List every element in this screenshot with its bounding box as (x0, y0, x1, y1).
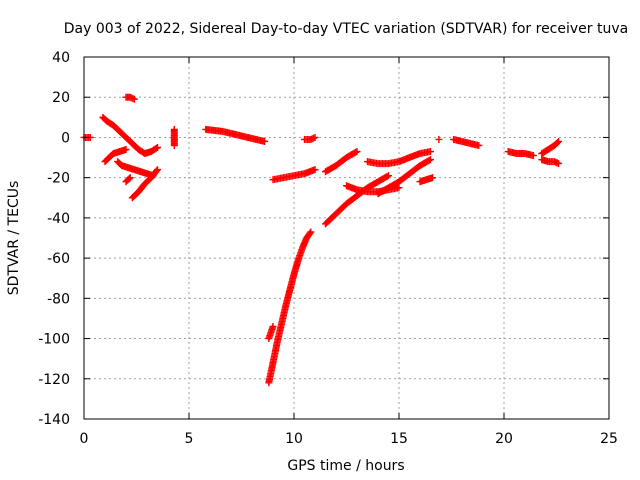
series-arc-18 (374, 156, 434, 198)
series-arc-20 (435, 135, 443, 143)
data-point (130, 95, 138, 103)
x-axis-label: GPS time / hours (287, 458, 404, 474)
data-point (170, 141, 178, 149)
series-arc-23 (538, 137, 563, 158)
data-point (555, 160, 563, 168)
data-point (385, 172, 392, 180)
y-tick-label: 0 (61, 130, 70, 146)
series-arc-06 (128, 166, 161, 202)
data-point (529, 152, 537, 160)
axis-ticks: 0 5 10 15 20 25 40 20 0 -20 -40 -60 -80 -100 -120 -140 (38, 50, 618, 447)
series-arc-12 (269, 166, 319, 184)
x-tick-label: 5 (185, 431, 194, 447)
series-arc-04 (122, 93, 138, 103)
series-arc-08 (170, 125, 178, 149)
data-point (352, 148, 360, 156)
x-tick-label: 20 (495, 431, 513, 447)
data-point (383, 172, 391, 180)
data-point (429, 174, 437, 182)
series-arc-13 (301, 133, 319, 143)
data-point (122, 146, 130, 154)
data-point (353, 148, 361, 156)
series-arc-22 (504, 148, 537, 160)
series-arc-17 (364, 148, 434, 168)
grid (84, 57, 609, 419)
y-tick-label: 40 (52, 50, 70, 66)
chart-title: Day 003 of 2022, Sidereal Day-to-day VTE… (64, 21, 628, 37)
data-point (435, 135, 443, 143)
data-point (153, 167, 161, 175)
y-tick-label: -40 (47, 211, 70, 227)
y-tick-label: -80 (47, 291, 70, 307)
series-arc-14 (322, 172, 392, 228)
data-point (261, 137, 269, 145)
series-arc-21 (450, 135, 483, 149)
y-axis-label: SDTVAR / TECUs (6, 181, 22, 296)
data-point (311, 166, 319, 174)
x-tick-label: 25 (600, 431, 618, 447)
data-point (425, 156, 433, 164)
y-tick-label: -120 (38, 372, 70, 388)
data-point (395, 184, 403, 192)
y-tick-label: -140 (38, 412, 70, 428)
data-point (154, 144, 161, 151)
x-tick-label: 0 (80, 431, 89, 447)
y-tick-label: -60 (47, 251, 70, 267)
series-arc-10 (265, 228, 315, 387)
x-tick-label: 15 (390, 431, 408, 447)
y-tick-label: 20 (52, 90, 70, 106)
series-arc-03 (101, 146, 130, 166)
data-point (152, 144, 160, 152)
y-tick-label: -20 (47, 171, 70, 187)
data-point (311, 133, 319, 141)
data-point (307, 228, 315, 236)
series-arc-15 (322, 148, 361, 176)
plot-frame (83, 56, 610, 420)
series-arc-11 (265, 322, 277, 343)
data-point (475, 141, 483, 149)
data-point (125, 175, 133, 183)
data-point (427, 148, 434, 156)
data-point (554, 138, 562, 146)
data-point (126, 174, 134, 182)
y-tick-label: -100 (38, 332, 70, 348)
data-point (427, 156, 434, 164)
series-arc-07 (122, 174, 134, 186)
data-point (269, 322, 277, 330)
series-arc-24 (538, 156, 563, 168)
data-point (306, 229, 314, 237)
data-point (154, 166, 161, 174)
series-arc-02 (99, 113, 161, 158)
x-tick-label: 10 (285, 431, 303, 447)
series-arc-19 (416, 174, 437, 186)
series-arc-09 (202, 125, 269, 145)
data-point (555, 137, 563, 145)
data-points (80, 93, 563, 387)
